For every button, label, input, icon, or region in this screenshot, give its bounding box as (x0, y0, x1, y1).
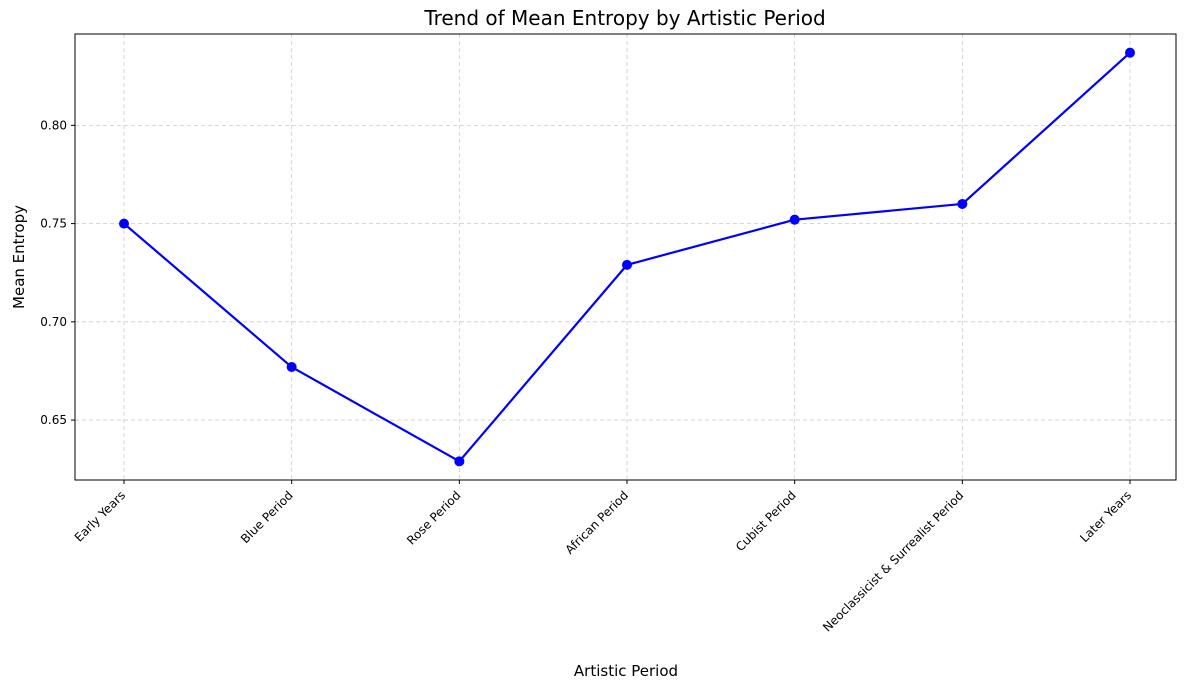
plot-frame (74, 33, 1177, 481)
x-axis: Early Years Blue Period Rose Period African… (72, 480, 1134, 635)
x-tick-label: Neoclassicist & Surrealist Period (820, 488, 966, 634)
y-tick-label: 0.75 (40, 217, 67, 231)
y-tick-label: 0.80 (40, 118, 67, 132)
grid-layer (75, 34, 1176, 480)
x-tick-label: Early Years (72, 488, 128, 544)
x-tick-label: Rose Period (404, 488, 463, 547)
y-tick-label: 0.70 (40, 315, 67, 329)
data-point (454, 456, 465, 467)
y-tick-label: 0.65 (40, 413, 67, 427)
x-tick-label: Blue Period (238, 488, 296, 546)
x-axis-title: Artistic Period (574, 662, 678, 680)
data-point (1125, 47, 1135, 58)
x-tick-label: African Period (562, 488, 631, 557)
chart-title: Trend of Mean Entropy by Artistic Period (423, 6, 825, 30)
data-point (957, 198, 968, 209)
data-point (119, 218, 129, 229)
x-tick-label: Later Years (1077, 488, 1134, 545)
series-layer (119, 47, 1135, 467)
y-axis: 0.65 0.70 0.75 0.80 (40, 118, 75, 427)
x-tick-label: Cubist Period (733, 488, 799, 554)
y-axis-title: Mean Entropy (10, 205, 28, 309)
data-point (789, 214, 800, 225)
data-point (286, 362, 297, 373)
data-point (622, 259, 632, 270)
